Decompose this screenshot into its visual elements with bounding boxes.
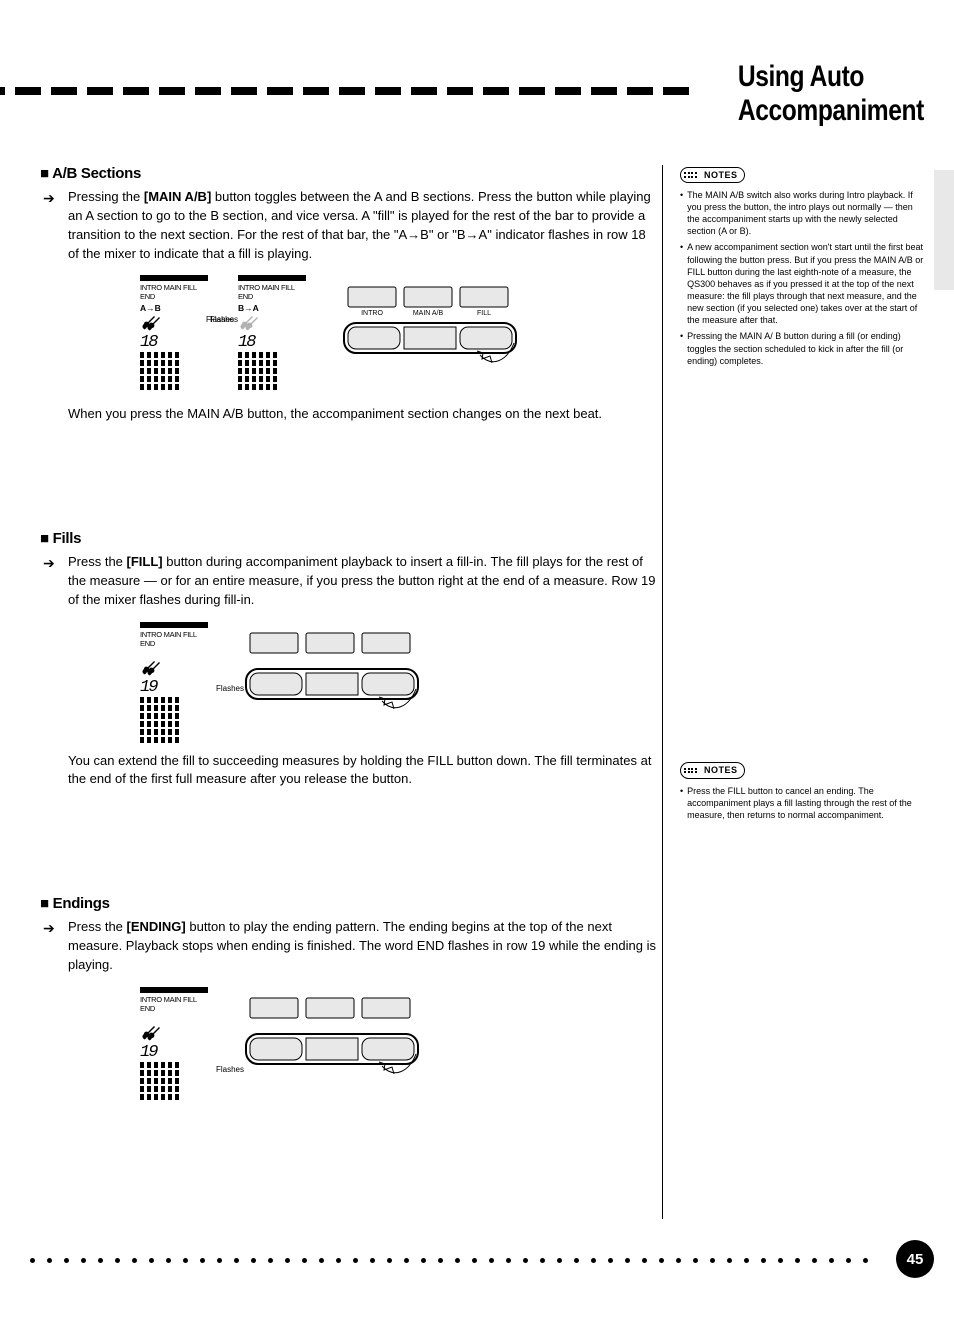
pixmap-display: INTRO MAIN FILL END 19 Flashes (140, 987, 208, 1097)
grid-icon (684, 170, 700, 180)
note-item: •A new accompaniment section won't start… (680, 241, 925, 326)
arrow-icon: ➔ (43, 188, 55, 208)
column-divider (662, 165, 663, 1219)
section-paragraph: ➔ Pressing the [MAIN A/B] button toggles… (40, 188, 660, 263)
section-paragraph: You can extend the fill to succeeding me… (40, 752, 660, 790)
header-dash-pattern (0, 87, 689, 101)
svg-text:MAIN A/B: MAIN A/B (413, 310, 444, 317)
section-fills: ■ Fills ➔ Press the [FILL] button during… (40, 530, 660, 801)
guitar-icon (140, 1025, 166, 1043)
figure-row-fill: INTRO MAIN FILL END 19 Flashes (140, 622, 660, 732)
section-paragraph: When you press the MAIN A/B button, the … (40, 405, 660, 424)
guitar-icon (140, 660, 166, 678)
note-item: •Pressing the MAIN A/ B button during a … (680, 330, 925, 366)
pixmap-display: INTRO MAIN FILL END B→A Flashes 18 (238, 275, 306, 385)
section-paragraph: ➔ Press the [FILL] button during accompa… (40, 553, 660, 610)
figure-row-ending: INTRO MAIN FILL END 19 Flashes (140, 987, 660, 1097)
notes-badge: NOTES (680, 167, 745, 183)
page-number: 45 (896, 1240, 934, 1278)
guitar-icon (238, 315, 264, 333)
figure-row-ab: INTRO MAIN FILL END A→B Flashes 18 INTRO… (140, 275, 660, 385)
section-endings: ■ Endings ➔ Press the [ENDING] button to… (40, 895, 660, 1117)
pixmap-display: INTRO MAIN FILL END 19 Flashes (140, 622, 208, 732)
guitar-icon (140, 315, 166, 333)
section-title: ■ Fills (40, 530, 660, 547)
button-panel (244, 629, 424, 724)
section-title: ■ A/B Sections (40, 165, 660, 182)
section-paragraph: ➔ Press the [ENDING] button to play the … (40, 918, 660, 975)
notes-badge: NOTES (680, 762, 745, 778)
note-item: •The MAIN A/B switch also works during I… (680, 189, 925, 238)
notes-column: NOTES •The MAIN A/B switch also works du… (680, 165, 925, 825)
svg-text:INTRO: INTRO (361, 310, 383, 317)
page-header: Using Auto Accompaniment (0, 60, 924, 128)
arrow-icon: ➔ (43, 918, 55, 938)
page-edge-tab (934, 170, 954, 290)
button-panel: INTRO MAIN A/B FILL (342, 283, 522, 378)
grid-icon (684, 766, 700, 776)
page-title: Using Auto Accompaniment (738, 60, 924, 128)
section-title: ■ Endings (40, 895, 660, 912)
arrow-icon: ➔ (43, 553, 55, 573)
note-item: •Press the FILL button to cancel an endi… (680, 785, 925, 821)
section-a-b: ■ A/B Sections ➔ Pressing the [MAIN A/B]… (40, 165, 660, 436)
svg-text:FILL: FILL (477, 310, 491, 317)
footer-dots (30, 1258, 894, 1263)
pixmap-display: INTRO MAIN FILL END A→B Flashes 18 (140, 275, 208, 385)
button-panel (244, 994, 424, 1089)
